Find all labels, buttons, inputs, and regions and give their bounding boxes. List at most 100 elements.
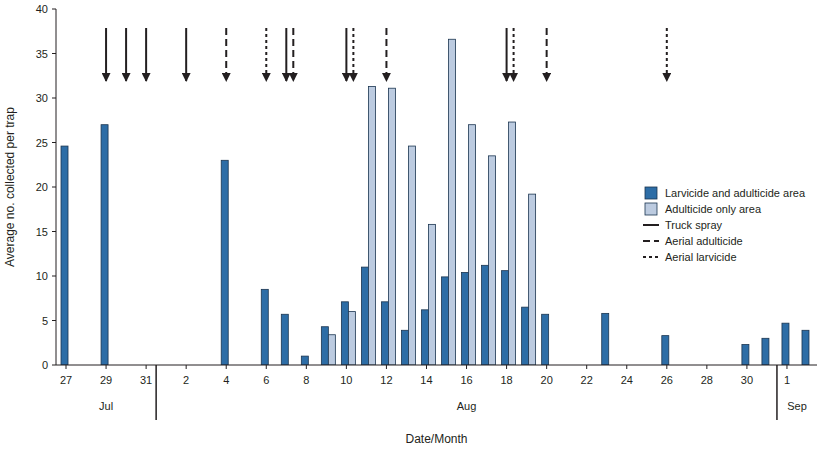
legend-label: Aerial adulticide xyxy=(665,235,743,247)
legend-label: Aerial larvicide xyxy=(665,251,737,263)
legend-label: Truck spray xyxy=(665,219,723,231)
x-tick xyxy=(66,365,67,369)
x-tick-label: 14 xyxy=(420,374,432,386)
event-arrow xyxy=(285,28,287,81)
bar xyxy=(328,335,335,365)
bar xyxy=(341,302,348,365)
event-arrow xyxy=(265,28,267,81)
x-tick-label: 28 xyxy=(701,374,713,386)
legend-label: Larvicide and adulticide area xyxy=(665,187,806,199)
x-tick-label: 24 xyxy=(621,374,633,386)
event-arrows xyxy=(106,28,667,81)
x-tick-label: 2 xyxy=(183,374,189,386)
x-tick-label: 12 xyxy=(380,374,392,386)
legend-line xyxy=(643,240,659,242)
x-tick xyxy=(786,365,787,369)
bar xyxy=(482,265,489,365)
x-tick xyxy=(226,365,227,369)
y-tick xyxy=(52,9,56,10)
bar xyxy=(522,307,529,365)
bar xyxy=(662,336,669,365)
month-label: Sep xyxy=(787,400,807,412)
y-tick xyxy=(52,365,56,366)
x-tick-label: 10 xyxy=(340,374,352,386)
bar xyxy=(502,271,509,365)
x-tick-label: 20 xyxy=(541,374,553,386)
y-tick-label: 40 xyxy=(36,3,48,15)
bar xyxy=(742,345,749,365)
x-tick xyxy=(306,365,307,369)
bar xyxy=(381,302,388,365)
x-tick-label: 22 xyxy=(581,374,593,386)
x-axis-label: Date/Month xyxy=(405,432,467,446)
y-tick xyxy=(52,98,56,99)
event-arrow xyxy=(225,28,227,81)
x-tick xyxy=(186,365,187,369)
event-arrow xyxy=(385,28,387,81)
bar xyxy=(261,289,268,365)
bar xyxy=(442,277,449,365)
y-tick xyxy=(52,231,56,232)
event-arrow xyxy=(546,28,548,81)
x-tick-label: 6 xyxy=(263,374,269,386)
bar xyxy=(421,310,428,365)
bar xyxy=(281,314,288,365)
x-tick-label: 1 xyxy=(784,374,790,386)
bar xyxy=(221,160,228,365)
month-separator xyxy=(776,365,778,420)
legend-swatch xyxy=(645,187,657,199)
x-tick xyxy=(506,365,507,369)
event-arrow xyxy=(666,28,668,81)
bar xyxy=(469,125,476,365)
bar xyxy=(321,327,328,365)
y-tick xyxy=(52,142,56,143)
x-tick xyxy=(466,365,467,369)
y-axis-label: Average no. collected per trap xyxy=(3,107,17,267)
legend: Larvicide and adulticide area Adulticide … xyxy=(643,187,806,263)
bar xyxy=(401,330,408,365)
bar xyxy=(408,146,415,365)
x-tick xyxy=(546,365,547,369)
legend-label: Adulticide only area xyxy=(665,203,762,215)
bar xyxy=(489,156,496,365)
bar xyxy=(762,338,769,365)
x-tick xyxy=(626,365,627,369)
x-tick-label: 29 xyxy=(100,374,112,386)
x-tick xyxy=(146,365,147,369)
month-separator xyxy=(155,365,157,420)
event-arrow xyxy=(352,28,354,81)
x-tick xyxy=(266,365,267,369)
bar xyxy=(462,272,469,365)
month-label: Aug xyxy=(457,400,477,412)
x-tick-label: 27 xyxy=(60,374,72,386)
bar xyxy=(428,224,435,365)
chart: 0510152025303540272931246810121416182022… xyxy=(0,0,827,451)
x-tick xyxy=(386,365,387,369)
legend-line xyxy=(643,256,659,258)
x-tick xyxy=(586,365,587,369)
bar xyxy=(449,39,456,365)
x-tick-label: 4 xyxy=(223,374,229,386)
x-tick xyxy=(706,365,707,369)
bar xyxy=(802,330,809,365)
y-tick-label: 0 xyxy=(42,359,48,371)
x-tick xyxy=(746,365,747,369)
event-arrow xyxy=(185,28,187,81)
bar xyxy=(368,86,375,365)
event-arrow xyxy=(292,28,294,81)
bar xyxy=(602,313,609,365)
x-tick xyxy=(106,365,107,369)
bar xyxy=(388,88,395,365)
bar xyxy=(348,312,355,365)
event-arrow xyxy=(105,28,107,81)
month-label: Jul xyxy=(99,400,113,412)
y-tick-label: 10 xyxy=(36,270,48,282)
y-tick xyxy=(52,320,56,321)
x-tick-label: 8 xyxy=(303,374,309,386)
x-tick xyxy=(426,365,427,369)
event-arrow xyxy=(125,28,127,81)
x-tick-label: 31 xyxy=(140,374,152,386)
x-tick xyxy=(346,365,347,369)
bar xyxy=(529,194,536,365)
bar xyxy=(782,323,789,365)
